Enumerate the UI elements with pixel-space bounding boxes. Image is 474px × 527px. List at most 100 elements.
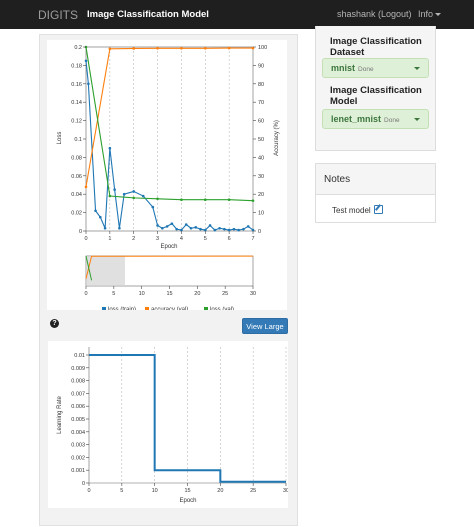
y2-tick-label: 20 xyxy=(258,192,264,198)
series-point xyxy=(175,227,178,231)
legend-swatch xyxy=(102,307,106,311)
y2-tick-label: 70 xyxy=(258,100,264,106)
y-tick-label: 0.1 xyxy=(74,137,82,143)
overview-x-tick-label: 25 xyxy=(222,291,228,297)
y2-tick-label: 80 xyxy=(258,82,264,88)
series-point xyxy=(227,46,231,50)
series-point xyxy=(180,228,183,232)
y-tick-label: 0.008 xyxy=(71,379,85,385)
overview-x-tick-label: 0 xyxy=(84,291,87,297)
plot-area xyxy=(85,46,254,232)
y2-tick-label: 40 xyxy=(258,155,264,161)
page-title[interactable]: Image Classification Model xyxy=(87,9,209,20)
y2-tick-label: 10 xyxy=(258,211,264,217)
dataset-name: mnist xyxy=(331,63,356,73)
x-tick-label: 20 xyxy=(217,488,223,494)
series-point xyxy=(213,228,217,232)
y2-tick-label: 30 xyxy=(258,174,264,180)
series-point xyxy=(199,227,202,231)
training-chart: 0 1 2 3 4 5 6 7 0 0.02 0.04 0.06 0.08 0.1 0.12 0.14 0.16… xyxy=(47,40,287,313)
learning-rate-chart: 0 5 10 15 20 25 30 0 0.001 0.002 0.003 0.004 0.005 0.… xyxy=(48,341,289,508)
model-heading-line2: Model xyxy=(330,96,358,107)
y2-tick-label: 60 xyxy=(258,119,264,125)
series-point xyxy=(227,228,231,232)
x-tick-label: 0 xyxy=(84,236,87,242)
series-point xyxy=(203,198,207,202)
y-tick-label: 0.06 xyxy=(71,174,82,180)
series-point xyxy=(156,224,159,227)
series-point xyxy=(108,146,112,150)
y-tick-label: 0 xyxy=(82,481,85,487)
job-info-card: Image Classification Dataset mnist Done I… xyxy=(315,26,436,151)
series-point xyxy=(108,47,112,51)
y2-tick-label: 90 xyxy=(258,63,264,69)
overview-selection-brush xyxy=(86,256,125,286)
y-tick-label: 0.001 xyxy=(71,468,85,474)
series-point xyxy=(132,47,136,50)
series-point xyxy=(141,194,145,198)
series-point xyxy=(203,228,207,232)
series-point xyxy=(84,59,88,63)
y-axis-label: Loss xyxy=(57,132,63,145)
y-tick-label: 0.2 xyxy=(74,45,82,51)
legend-label: accuracy (val) xyxy=(151,307,188,310)
navbar: DIGITS Image Classification Model shasha… xyxy=(0,0,474,29)
y-tick-label: 0.004 xyxy=(71,430,85,436)
edit-icon[interactable] xyxy=(373,205,383,214)
chevron-down-icon xyxy=(414,118,420,121)
training-chart-svg[interactable]: 0 1 2 3 4 5 6 700.020.040.060.080.10.120.140.16… xyxy=(47,40,287,313)
dataset-heading: Image Classification Dataset xyxy=(330,36,422,58)
y-tick-label: 0.14 xyxy=(71,100,82,106)
model-heading: Image Classification Model xyxy=(330,85,422,107)
brand-logo[interactable]: DIGITS xyxy=(38,8,79,22)
x-tick-label: 25 xyxy=(250,488,256,494)
x-tick-label: 15 xyxy=(184,488,190,494)
model-name: lenet_mnist xyxy=(331,114,382,124)
series-line xyxy=(85,47,253,187)
dataset-heading-line1: Image Classification xyxy=(330,36,422,47)
series-point xyxy=(118,226,121,230)
overview-x-tick-label: 15 xyxy=(166,291,172,297)
dataset-select[interactable]: mnist Done xyxy=(322,58,429,78)
overview-loss-line xyxy=(85,255,93,281)
dataset-heading-line2: Dataset xyxy=(330,47,365,58)
x-axis-label: Epoch xyxy=(160,244,177,250)
overview-x-tick-label: 20 xyxy=(194,291,200,297)
series-point xyxy=(170,222,174,225)
series-point xyxy=(161,226,164,230)
y-tick-label: 0.01 xyxy=(74,353,85,359)
legend-label: loss (train) xyxy=(108,307,136,310)
model-heading-line1: Image Classification xyxy=(330,85,422,96)
y-tick-label: 0.04 xyxy=(71,192,82,198)
series-point xyxy=(232,227,236,231)
series-point xyxy=(151,205,155,209)
x-tick-label: 5 xyxy=(204,236,207,242)
model-select[interactable]: lenet_mnist Done xyxy=(322,109,429,129)
caret-down-icon xyxy=(435,13,442,17)
help-icon[interactable]: ? xyxy=(50,319,59,328)
legend-label: loss (val) xyxy=(210,307,234,310)
series-point xyxy=(84,185,88,189)
y-tick-label: 0.003 xyxy=(71,443,85,449)
notes-card: Notes Test model xyxy=(315,163,436,223)
y-tick-label: 0.16 xyxy=(71,82,82,88)
info-menu[interactable]: Info xyxy=(418,9,442,19)
notes-header: Notes xyxy=(316,164,435,195)
series-point xyxy=(246,225,250,228)
notes-text: Test model xyxy=(332,206,371,215)
series-point xyxy=(251,46,255,50)
notes-body: Test model xyxy=(332,205,383,215)
x-tick-label: 5 xyxy=(120,488,123,494)
view-large-button[interactable]: View Large xyxy=(242,318,288,334)
x-tick-label: 2 xyxy=(132,236,135,242)
learning-rate-chart-svg[interactable]: 0 5 10 15 20 25 30 0 0.001 0.002 0.003 0.004 0.005 0.… xyxy=(48,341,289,508)
overview-accuracy-line xyxy=(85,255,254,279)
user-logout-link[interactable]: shashank (Logout) xyxy=(337,9,412,19)
y-tick-label: 0.18 xyxy=(71,63,82,69)
y2-tick-label: 50 xyxy=(258,137,264,143)
x-tick-label: 3 xyxy=(156,236,159,242)
y-tick-label: 0.005 xyxy=(71,417,85,423)
x-tick-label: 6 xyxy=(228,236,231,242)
series-point xyxy=(132,196,136,200)
series-line xyxy=(85,46,254,202)
